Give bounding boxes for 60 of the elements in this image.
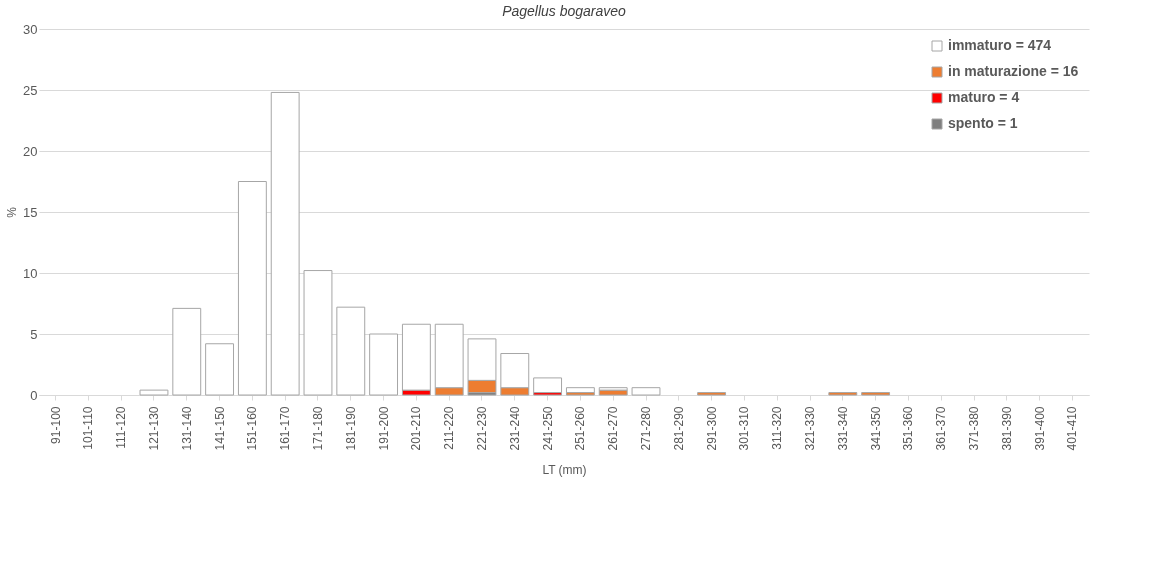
bar (303, 270, 333, 396)
x-tick-label: 241-250 (540, 406, 555, 451)
legend-label: spento = 1 (948, 115, 1018, 131)
y-tick-label: 10 (23, 265, 38, 281)
x-tick-label: 261-270 (606, 406, 621, 451)
x-tick-label: 171-180 (310, 406, 325, 451)
bar (336, 306, 366, 396)
bar (565, 387, 595, 394)
y-tick-label: 25 (23, 82, 38, 98)
bar (172, 307, 202, 396)
bar (369, 333, 399, 396)
legend-label: in maturazione = 16 (948, 63, 1079, 79)
bar (139, 389, 169, 396)
x-tick-label: 311-320 (770, 406, 785, 450)
x-tick-label: 271-280 (639, 406, 654, 451)
x-tick-label: 321-330 (803, 406, 818, 451)
bar (237, 181, 267, 396)
x-tick-label: 131-140 (179, 406, 194, 451)
y-axis-title: % (5, 206, 20, 218)
x-tick-label: 141-150 (212, 406, 227, 451)
x-tick-label: 161-170 (278, 406, 293, 451)
bar (697, 392, 727, 396)
legend-label: maturo = 4 (948, 89, 1020, 105)
x-tick-label: 181-190 (343, 406, 358, 451)
x-tick-label: 201-210 (409, 406, 424, 451)
x-tick-label: 371-380 (967, 406, 982, 451)
x-tick-label: 221-230 (474, 406, 489, 451)
x-tick-label: 381-390 (999, 406, 1014, 451)
chart-title: Pagellus bogaraveo (502, 3, 627, 19)
x-tick-label: 401-410 (1065, 406, 1080, 451)
x-tick-label: 191-200 (376, 406, 391, 451)
x-tick-label: 331-340 (835, 406, 850, 451)
x-tick-label: 291-300 (704, 406, 719, 451)
y-tick-label: 30 (23, 21, 38, 37)
x-tick-label: 251-260 (573, 406, 588, 451)
bar (828, 392, 858, 396)
bar (631, 387, 661, 396)
x-tick-label: 91-100 (48, 406, 63, 444)
legend-label: immaturo = 474 (948, 37, 1052, 53)
x-tick-label: 231-240 (507, 406, 522, 451)
x-tick-label: 121-130 (146, 406, 161, 451)
x-tick-label: 341-350 (868, 406, 883, 451)
bar (861, 392, 891, 396)
y-tick-label: 20 (23, 143, 38, 159)
x-tick-label: 101-110 (81, 406, 96, 450)
x-tick-label: 281-290 (671, 406, 686, 451)
x-tick-label: 391-400 (1032, 406, 1047, 451)
x-tick-label: 111-120 (114, 406, 129, 449)
x-tick-label: 151-160 (245, 406, 260, 451)
x-axis-title: LT (mm) (542, 462, 587, 477)
bar (533, 377, 563, 394)
bar (270, 91, 300, 396)
x-tick-label: 361-370 (934, 406, 949, 451)
y-tick-label: 5 (30, 326, 38, 342)
x-tick-label: 211-220 (442, 406, 457, 450)
y-tick-label: 15 (23, 204, 38, 220)
x-tick-label: 301-310 (737, 406, 752, 451)
bar (205, 343, 235, 396)
x-tick-label: 351-360 (901, 406, 916, 451)
y-tick-label: 0 (30, 387, 38, 403)
